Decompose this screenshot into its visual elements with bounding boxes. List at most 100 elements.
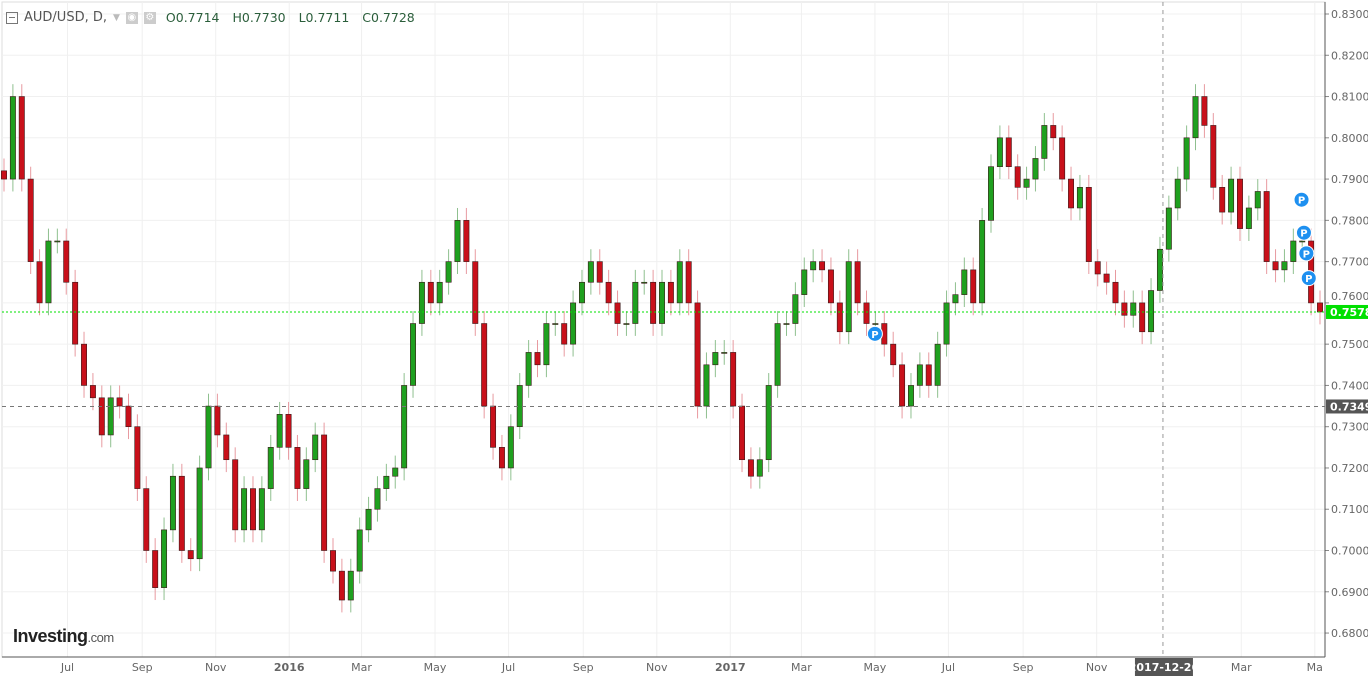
candle [383, 463, 390, 501]
candle-body [401, 385, 408, 469]
candle-body [54, 240, 61, 243]
candle-body [1228, 178, 1235, 213]
candle-body [347, 570, 354, 601]
candle-body [107, 397, 114, 436]
candle [463, 207, 470, 275]
candle-body [836, 302, 843, 333]
y-tick-label: 0.6800 [1331, 627, 1368, 640]
y-tick-label: 0.7000 [1331, 545, 1368, 558]
y-tick-label: 0.7900 [1331, 173, 1368, 186]
candle-body [694, 302, 701, 407]
candle-body [863, 302, 870, 324]
candle-body [908, 385, 914, 407]
candle-body [178, 475, 185, 551]
candle-body [356, 529, 363, 572]
candle-body [161, 529, 168, 588]
candle-body [1059, 137, 1066, 180]
candle [1130, 290, 1137, 328]
candle [330, 538, 336, 584]
candle [863, 290, 870, 336]
candle-body [810, 261, 817, 271]
candle [294, 434, 301, 501]
candle [1281, 249, 1288, 283]
visibility-icon[interactable]: ◉ [125, 11, 138, 24]
candle [774, 311, 781, 398]
candle-body [27, 178, 34, 262]
candle-body [410, 323, 416, 386]
candle [632, 269, 639, 336]
marker-label: P [1300, 229, 1307, 240]
candle-body [916, 364, 923, 386]
x-tick-label: 2017 [715, 661, 746, 674]
symbol-label[interactable]: AUD/USD, D, [24, 10, 107, 25]
x-tick-label: Nov [1086, 661, 1108, 674]
candle [1263, 179, 1270, 275]
candle [1023, 166, 1030, 200]
candle [1085, 174, 1092, 275]
candle [223, 422, 230, 473]
candle-body [1, 170, 7, 180]
candle [45, 228, 52, 316]
marker-label: P [1298, 196, 1305, 207]
collapse-icon[interactable] [6, 11, 18, 24]
candle [9, 84, 16, 192]
y-tick-label: 0.7500 [1331, 338, 1368, 351]
candle [498, 434, 505, 481]
candle-body [1156, 248, 1163, 291]
candle [819, 249, 826, 283]
candle [1148, 278, 1155, 345]
candle-body [1201, 96, 1208, 126]
candle [152, 538, 159, 601]
price-marker[interactable]: P [1300, 270, 1317, 287]
candle-body [116, 397, 123, 407]
candle-body [507, 426, 514, 469]
candle [810, 249, 817, 283]
price-marker[interactable]: P [866, 325, 883, 342]
candle-body [436, 281, 443, 304]
candle-body [472, 261, 479, 324]
candle [952, 282, 959, 316]
crosshair-date-badge [1134, 658, 1193, 676]
candle-body [988, 166, 994, 221]
candle [979, 207, 986, 316]
candle [365, 496, 372, 543]
chevron-down-icon[interactable]: ▼ [112, 12, 120, 23]
gear-icon[interactable]: ⚙ [143, 11, 156, 24]
candle-body [445, 261, 452, 283]
candle-body [232, 459, 239, 531]
marker-circle [1295, 224, 1312, 241]
x-tick-label: Mar [1231, 661, 1252, 674]
candle [916, 352, 923, 398]
candle [739, 393, 745, 473]
candle [27, 166, 34, 275]
candle [650, 269, 657, 336]
candle-body [552, 323, 559, 325]
candle [1005, 125, 1012, 180]
y-tick-label: 0.8000 [1331, 132, 1368, 145]
candle [232, 447, 239, 543]
candle [685, 249, 692, 316]
candle-body [774, 323, 781, 386]
candle-body [490, 405, 497, 448]
candle [63, 228, 70, 295]
price-marker[interactable]: P [1295, 224, 1312, 241]
x-tick-label: Sep [132, 661, 153, 674]
candle-body [1183, 137, 1190, 180]
candle [908, 373, 914, 419]
y-tick-label: 0.7700 [1331, 256, 1368, 269]
candle [241, 476, 248, 543]
price-marker[interactable]: P [1298, 245, 1315, 262]
candle-body [187, 550, 194, 560]
candle-body [223, 434, 230, 461]
candle-body [819, 261, 826, 271]
candle-body [1050, 125, 1057, 139]
candle-body [756, 459, 763, 477]
candle [614, 290, 621, 336]
candle-body [321, 434, 328, 551]
price-marker[interactable]: P [1293, 191, 1310, 208]
candle-body [9, 96, 16, 180]
plot-area [1, 1, 1326, 658]
x-tick-label: Ma [1307, 661, 1323, 674]
candle [1103, 261, 1110, 295]
